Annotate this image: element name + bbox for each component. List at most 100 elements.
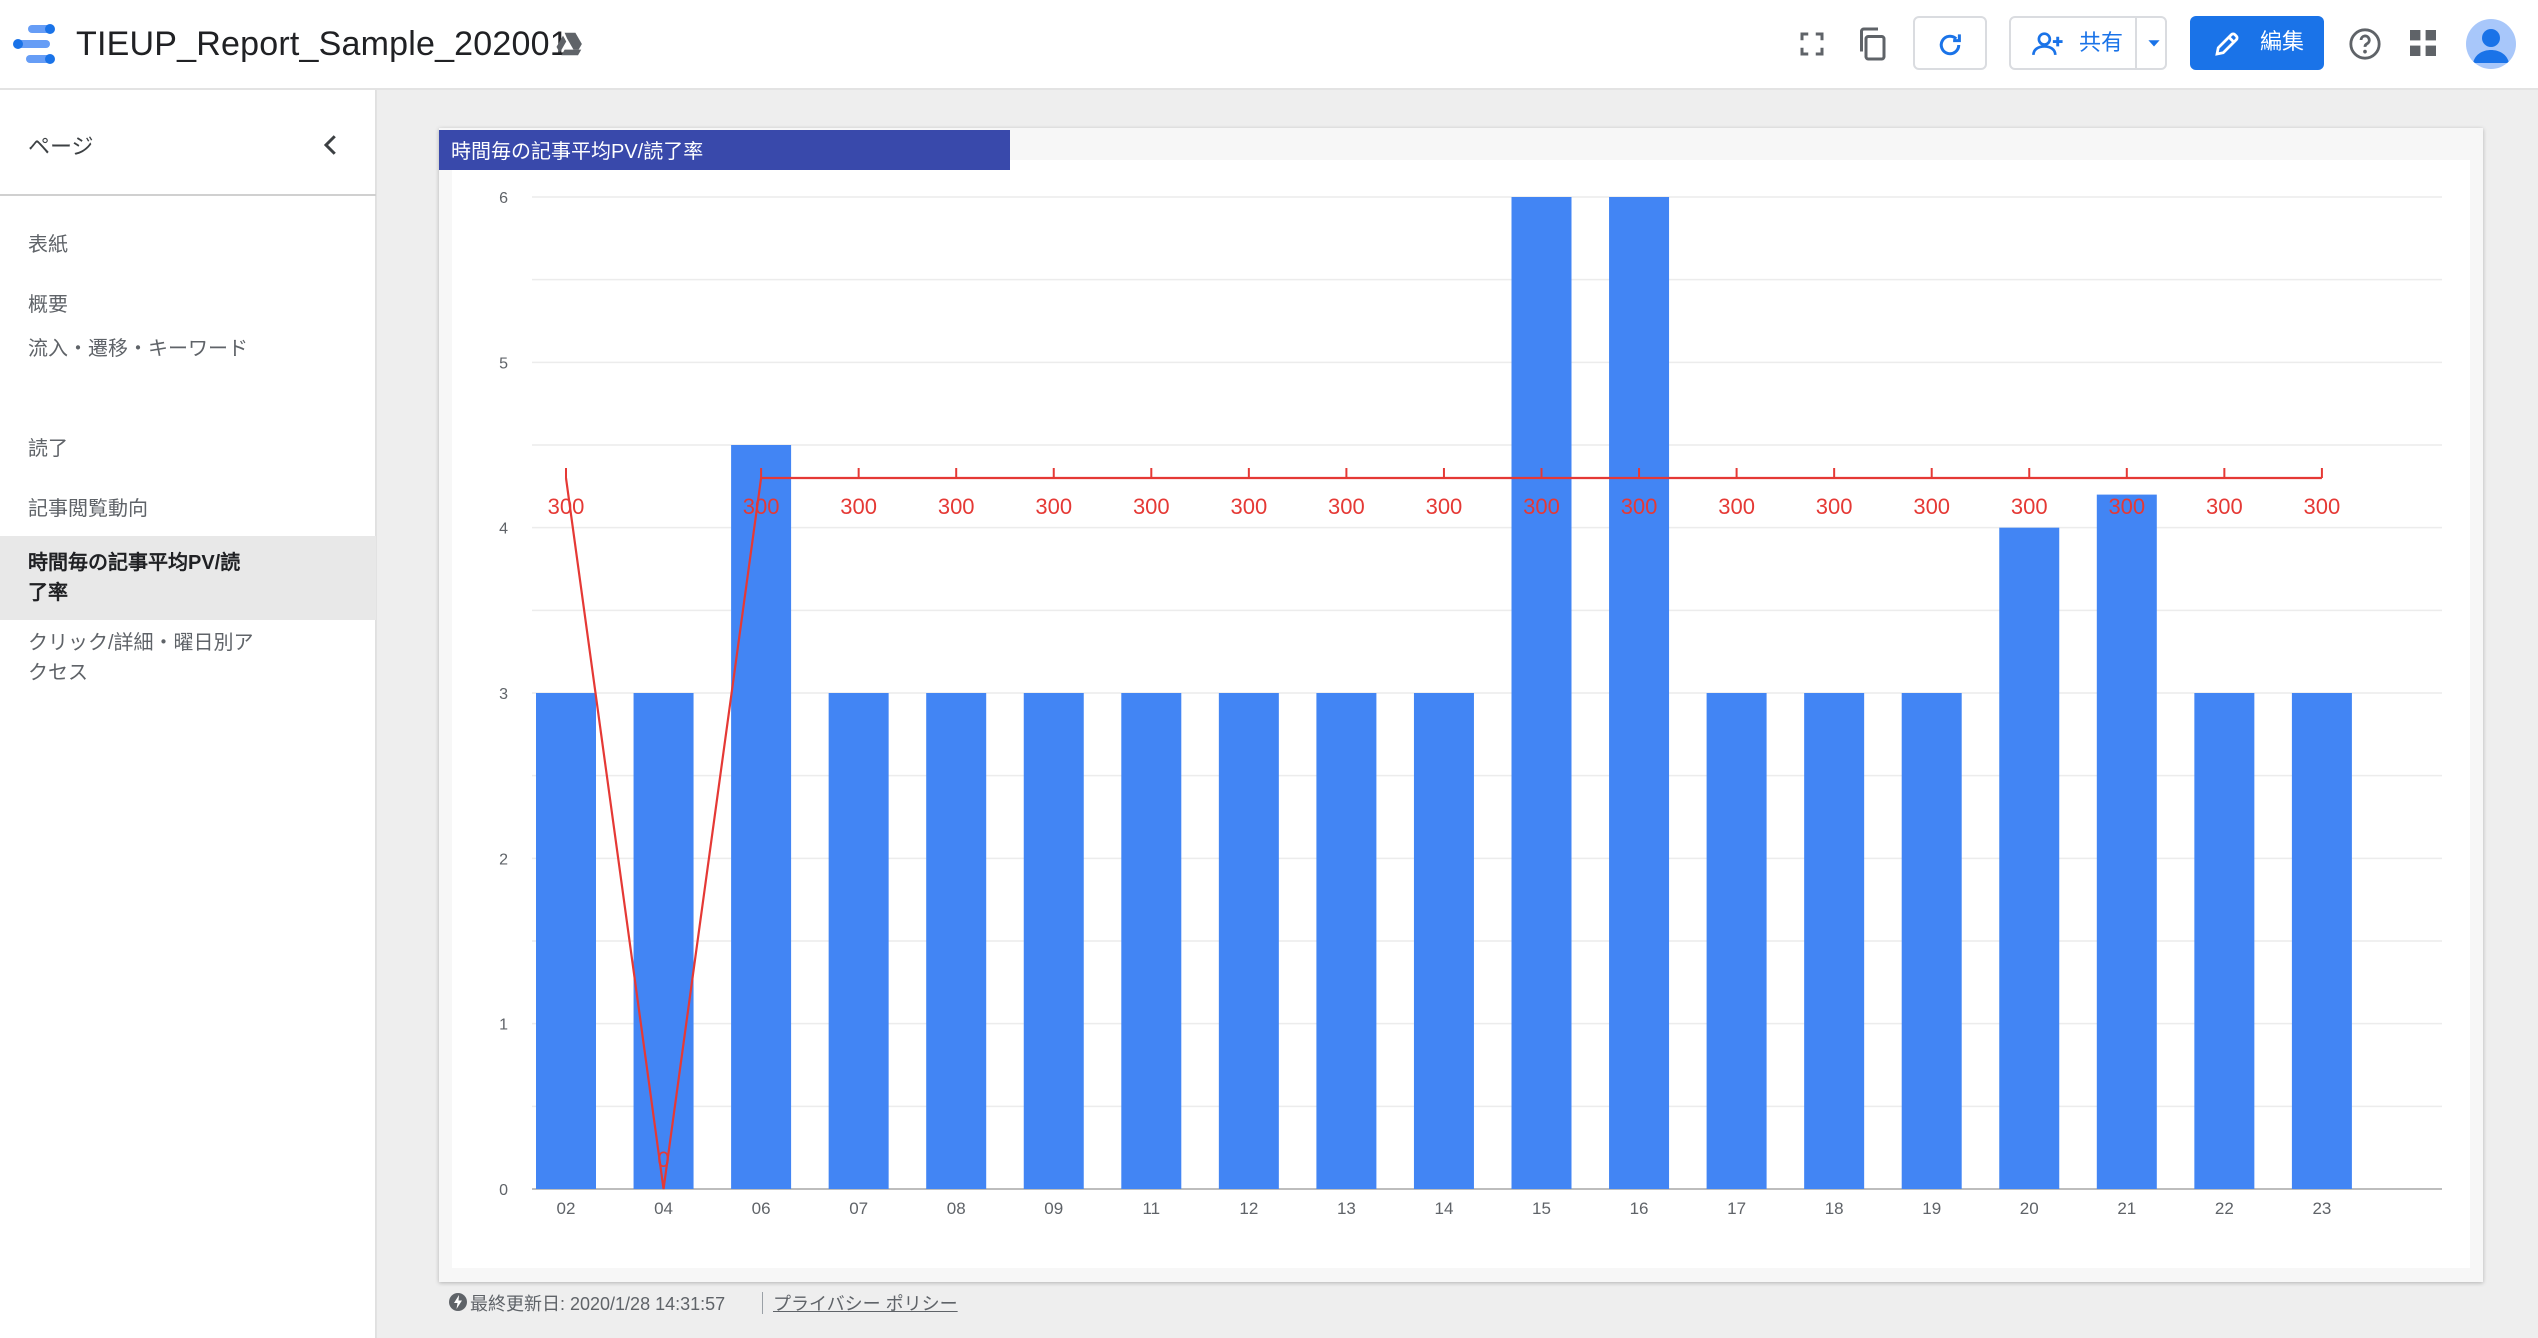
sidebar-item-click-weekday[interactable]: クリック/詳細・曜日別アクセス: [0, 628, 376, 698]
sidebar-item-cover[interactable]: 表紙: [0, 220, 376, 270]
x-tick-label: 18: [1825, 1199, 1844, 1218]
data-studio-logo-icon[interactable]: [12, 23, 58, 65]
x-tick-label: 16: [1630, 1199, 1649, 1218]
x-tick-label: 23: [2312, 1199, 2331, 1218]
line-data-label: 300: [548, 494, 585, 519]
x-tick-label: 07: [849, 1199, 868, 1218]
line-data-label: 300: [1621, 494, 1658, 519]
sidebar-item-article-trends[interactable]: 記事閲覧動向: [0, 484, 376, 534]
sidebar-item-label: 表紙: [28, 234, 68, 256]
chart-bar: [2096, 494, 2157, 1190]
line-data-label: 300: [1426, 494, 1463, 519]
sidebar-item-label: クリック/詳細・曜日別アクセス: [28, 632, 254, 684]
last-updated-text: 最終更新日: 2020/1/28 14:31:57: [470, 1294, 726, 1314]
sidebar-item-label: 流入・遷移・キーワード: [28, 338, 248, 360]
line-data-label: 300: [1230, 494, 1267, 519]
chart-bar: [1999, 527, 2060, 1189]
sidebar-item-overview[interactable]: 概要: [0, 280, 376, 330]
share-divider: [2135, 18, 2137, 68]
x-tick-label: 12: [1239, 1199, 1258, 1218]
y-tick-label: 1: [499, 1017, 508, 1034]
chevron-left-icon[interactable]: [316, 130, 346, 160]
chart-bar: [1316, 693, 1377, 1189]
chart-bar: [536, 693, 596, 1189]
edit-button[interactable]: 編集: [2190, 16, 2324, 70]
chart-bar: [2291, 693, 2352, 1189]
sidebar-item-read-complete[interactable]: 読了: [0, 424, 376, 474]
chart-title-banner: 時間毎の記事平均PV/読了率: [439, 130, 1010, 170]
chart-bar: [731, 445, 792, 1189]
x-tick-label: 19: [1922, 1199, 1941, 1218]
pencil-icon: [2215, 32, 2239, 56]
copy-report-icon[interactable]: [1854, 25, 1890, 63]
y-tick-label: 2: [499, 851, 508, 868]
chart-bar: [1804, 693, 1865, 1189]
chart-bar: [1023, 693, 1084, 1189]
report-canvas: 300 0 300 300 300 300 300 300 300 300 300 300 300 300…: [377, 90, 2538, 1338]
chart-bar: [1706, 693, 1767, 1189]
y-tick-label: 0: [499, 1182, 508, 1199]
user-avatar[interactable]: [2466, 19, 2516, 69]
x-tick-label: 22: [2215, 1199, 2234, 1218]
y-tick-label: 3: [499, 686, 508, 703]
line-data-label: 300: [1133, 494, 1170, 519]
y-tick-label: 5: [499, 355, 508, 372]
line-data-label: 300: [1328, 494, 1365, 519]
report-page: 300 0 300 300 300 300 300 300 300 300 300 300 300 300…: [439, 128, 2483, 1282]
help-icon[interactable]: [2348, 27, 2382, 61]
chart-bar: [1413, 693, 1474, 1189]
chart-bar: [2194, 693, 2255, 1189]
sidebar-header: ページ: [0, 90, 376, 196]
chart-bar: [1121, 693, 1182, 1189]
chart-bar: [1511, 197, 1572, 1189]
line-data-label: 0: [657, 1147, 669, 1172]
add-person-icon: [2032, 32, 2063, 56]
y-tick-label: 6: [499, 190, 508, 207]
line-data-label: 300: [840, 494, 877, 519]
combo-chart[interactable]: 300 0 300 300 300 300 300 300 300 300 300 300 300 300…: [452, 160, 2470, 1268]
footer-separator: [762, 1292, 763, 1314]
google-drive-icon[interactable]: [555, 29, 585, 59]
chevron-down-icon[interactable]: [2147, 36, 2161, 50]
sidebar-item-traffic[interactable]: 流入・遷移・キーワード: [0, 334, 376, 404]
chart-bar: [1609, 197, 1670, 1189]
x-tick-label: 21: [2117, 1199, 2136, 1218]
line-data-label: 300: [2304, 494, 2341, 519]
privacy-policy-link[interactable]: プライバシー ポリシー: [773, 1294, 958, 1314]
bolt-icon: [449, 1293, 467, 1311]
x-tick-label: 15: [1532, 1199, 1551, 1218]
share-button[interactable]: 共有: [2011, 18, 2135, 68]
chart-bar: [926, 693, 987, 1189]
x-tick-label: 08: [947, 1199, 966, 1218]
chart-bar: [828, 693, 889, 1189]
apps-grid-icon[interactable]: [2410, 30, 2436, 56]
edit-label: 編集: [2260, 29, 2305, 54]
x-tick-label: 02: [557, 1199, 576, 1218]
report-title[interactable]: TIEUP_Report_Sample_202001: [76, 25, 569, 63]
x-tick-label: 13: [1337, 1199, 1356, 1218]
x-tick-label: 14: [1434, 1199, 1453, 1218]
chart-title: 時間毎の記事平均PV/読了率: [451, 141, 704, 163]
share-button-group: 共有: [2009, 16, 2167, 70]
chart-bar: [1901, 693, 1962, 1189]
line-data-label: 300: [1718, 494, 1755, 519]
line-data-label: 300: [2206, 494, 2243, 519]
sidebar-item-label: 概要: [28, 294, 68, 316]
sidebar-item-label: 読了: [28, 438, 68, 460]
refresh-button[interactable]: [1913, 16, 1987, 70]
sidebar-item-label: 時間毎の記事平均PV/読了率: [28, 552, 241, 604]
line-data-label: 300: [2011, 494, 2048, 519]
fullscreen-icon[interactable]: [1797, 29, 1827, 59]
refresh-icon: [1939, 34, 1961, 56]
line-data-label: 300: [938, 494, 975, 519]
x-tick-label: 09: [1044, 1199, 1063, 1218]
chart-bar: [1218, 693, 1279, 1189]
sidebar-title: ページ: [28, 134, 94, 159]
sidebar-item-hourly-pv[interactable]: 時間毎の記事平均PV/読了率: [0, 536, 376, 620]
line-data-label: 300: [1523, 494, 1560, 519]
line-data-label: 300: [743, 494, 780, 519]
account-icon: [2473, 29, 2509, 63]
line-data-label: 300: [2108, 494, 2145, 519]
share-label: 共有: [2079, 30, 2124, 55]
